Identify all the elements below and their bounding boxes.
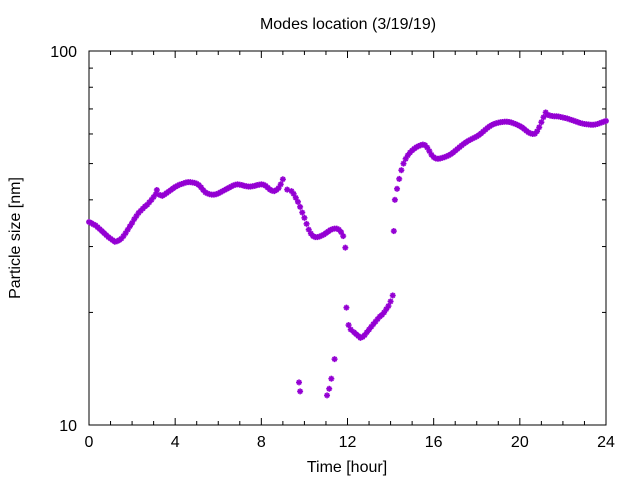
x-axis-label: Time [hour]: [307, 459, 387, 476]
point-stroke: [280, 176, 286, 182]
x-tick-label: 24: [597, 434, 615, 451]
data-point: [326, 385, 333, 392]
chart-title: Modes location (3/19/19): [260, 16, 436, 33]
data-point: [299, 209, 306, 216]
point-stroke: [290, 191, 297, 197]
data-point: [343, 304, 350, 311]
point-stroke: [392, 197, 398, 203]
point-stroke: [345, 322, 352, 328]
data-point: [301, 214, 308, 221]
data-points: [86, 109, 609, 399]
data-point: [391, 196, 398, 203]
point-stroke: [538, 119, 545, 125]
point-stroke: [278, 181, 284, 188]
point-stroke: [303, 221, 310, 227]
x-tick-label: 12: [339, 434, 357, 451]
data-point: [303, 220, 310, 227]
point-stroke: [543, 109, 549, 116]
point-stroke: [400, 160, 407, 167]
axis-tick-labels: 0 4 8 12 16 20 24 10 100: [50, 44, 615, 451]
point-stroke: [328, 376, 335, 382]
data-point: [340, 233, 347, 240]
point-stroke: [342, 244, 349, 251]
point-stroke: [288, 188, 295, 194]
point-stroke: [340, 233, 346, 239]
data-point: [387, 298, 394, 305]
point-stroke: [338, 229, 344, 235]
data-point: [398, 167, 405, 174]
point-stroke: [536, 124, 542, 131]
point-stroke: [200, 187, 206, 193]
point-stroke: [428, 152, 435, 158]
point-stroke: [297, 204, 303, 210]
point-stroke: [422, 142, 428, 148]
data-point: [296, 379, 303, 386]
data-point: [396, 175, 403, 182]
x-tick-label: 20: [511, 434, 529, 451]
data-point: [394, 185, 401, 192]
point-stroke: [324, 392, 330, 399]
point-stroke: [296, 379, 302, 386]
point-stroke: [426, 148, 433, 154]
data-point: [294, 198, 301, 205]
point-stroke: [394, 186, 400, 192]
point-stroke: [154, 187, 160, 193]
point-stroke: [297, 388, 303, 395]
data-point: [540, 114, 547, 121]
point-stroke: [387, 298, 394, 305]
point-stroke: [336, 226, 342, 233]
point-stroke: [293, 195, 299, 201]
point-stroke: [540, 114, 547, 120]
point-stroke: [198, 184, 204, 190]
point-stroke: [390, 292, 396, 299]
point-stroke: [603, 118, 609, 124]
data-point: [153, 186, 160, 193]
x-tick-label: 16: [425, 434, 443, 451]
point-stroke: [295, 199, 301, 205]
data-point: [603, 117, 609, 124]
x-tick-label: 0: [85, 434, 94, 451]
data-point: [328, 375, 335, 382]
data-point: [297, 388, 304, 395]
point-stroke: [299, 209, 305, 216]
data-point: [342, 244, 349, 251]
data-point: [277, 181, 284, 188]
point-stroke: [301, 215, 308, 221]
point-stroke: [391, 228, 397, 234]
point-stroke: [284, 186, 290, 193]
data-point: [383, 306, 390, 313]
x-tick-label: 8: [257, 434, 266, 451]
point-stroke: [331, 356, 338, 362]
data-point: [536, 124, 543, 131]
point-stroke: [343, 304, 350, 311]
data-point: [331, 356, 338, 363]
plot-area: [88, 50, 607, 426]
point-stroke: [196, 182, 202, 188]
plot-frame: [88, 50, 607, 426]
y-tick-label: 10: [59, 418, 77, 435]
y-axis-label: Particle size [nm]: [7, 177, 24, 299]
data-point: [385, 303, 392, 310]
axis-ticks: [88, 50, 607, 426]
data-point: [345, 322, 352, 329]
data-point: [324, 392, 331, 399]
point-stroke: [306, 226, 312, 233]
x-tick-label: 4: [171, 434, 180, 451]
point-stroke: [385, 303, 392, 309]
data-point: [400, 160, 407, 167]
point-stroke: [424, 144, 430, 151]
point-stroke: [398, 167, 405, 173]
point-stroke: [348, 326, 354, 333]
data-point: [389, 292, 396, 299]
data-point: [279, 176, 286, 183]
data-point: [538, 119, 545, 126]
data-point: [297, 203, 304, 210]
y-tick-label: 100: [50, 44, 77, 61]
point-stroke: [396, 176, 402, 182]
point-stroke: [308, 230, 314, 237]
point-stroke: [326, 386, 332, 392]
data-point: [390, 228, 397, 235]
